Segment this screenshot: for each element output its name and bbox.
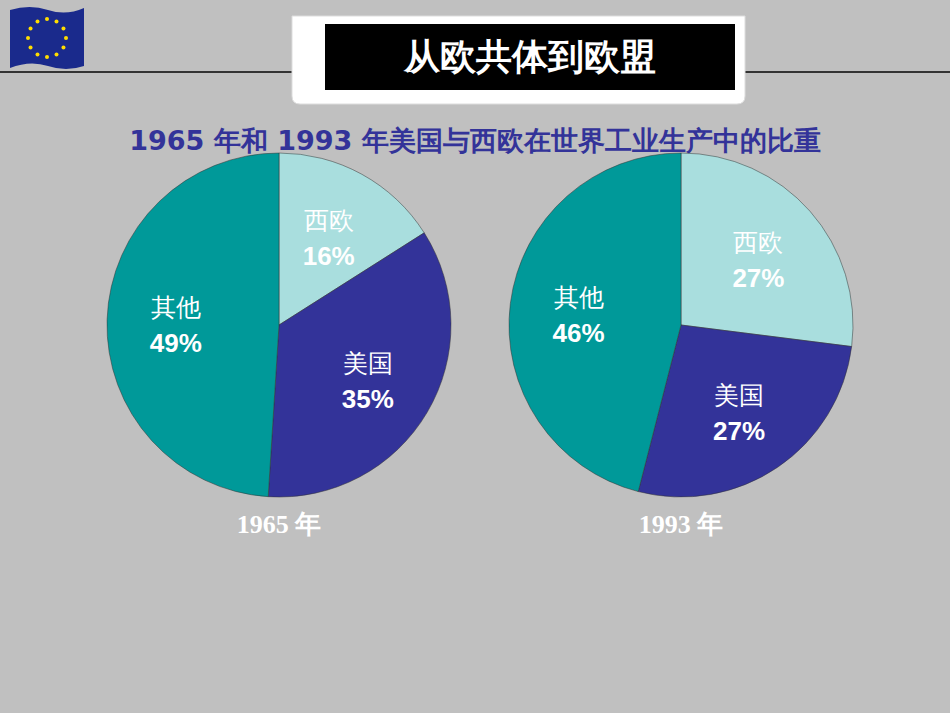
title-box	[325, 24, 735, 90]
slice-value: 27%	[732, 263, 784, 293]
slice-name: 其他	[554, 283, 604, 312]
flag-star	[36, 52, 40, 56]
flag-star	[61, 46, 65, 50]
slice-name: 西欧	[304, 206, 354, 235]
pie-chart: 西欧 16% 美国 35% 其他 49%	[107, 153, 451, 497]
canvas: 从欧共体到欧盟 1965 年和 1993 年美国与西欧在世界工业生产中的比重西欧 1…	[0, 0, 950, 713]
eu-flag	[10, 7, 84, 69]
pie-slice	[268, 233, 451, 497]
pie-slice	[681, 153, 853, 347]
chart-caption: 1965 年	[237, 510, 322, 539]
slice-value: 46%	[553, 318, 605, 348]
slice-name: 西欧	[733, 228, 783, 257]
flag-cloth	[10, 7, 84, 69]
flag-star	[36, 20, 40, 24]
pie-chart: 西欧 27% 美国 27% 其他 46%	[509, 153, 853, 497]
chart-caption: 1993 年	[639, 510, 724, 539]
subtitle: 1965 年和 1993 年美国与西欧在世界工业生产中的比重	[129, 125, 821, 156]
slices	[509, 153, 853, 497]
pie-slice	[509, 153, 681, 492]
flag-star	[64, 36, 68, 40]
flag-star	[61, 27, 65, 31]
slice-name: 其他	[151, 293, 201, 322]
slice-value: 35%	[342, 384, 394, 414]
flag-star	[55, 52, 59, 56]
slice-value: 49%	[150, 328, 202, 358]
slice-value: 16%	[303, 241, 355, 271]
flag-star	[45, 55, 49, 59]
pie-slice	[107, 153, 279, 497]
slice-name: 美国	[343, 349, 393, 378]
slice-value: 27%	[713, 416, 765, 446]
flag-star	[29, 27, 33, 31]
title-banner: 从欧共体到欧盟	[292, 16, 745, 104]
scroll	[292, 16, 745, 104]
flag-star	[29, 46, 33, 50]
slice-name: 美国	[714, 381, 764, 410]
flag-star	[55, 20, 59, 24]
slices	[107, 153, 451, 497]
background	[0, 0, 950, 713]
flag-star	[45, 17, 49, 21]
page-title: 从欧共体到欧盟	[403, 36, 656, 77]
flag-star	[26, 36, 30, 40]
